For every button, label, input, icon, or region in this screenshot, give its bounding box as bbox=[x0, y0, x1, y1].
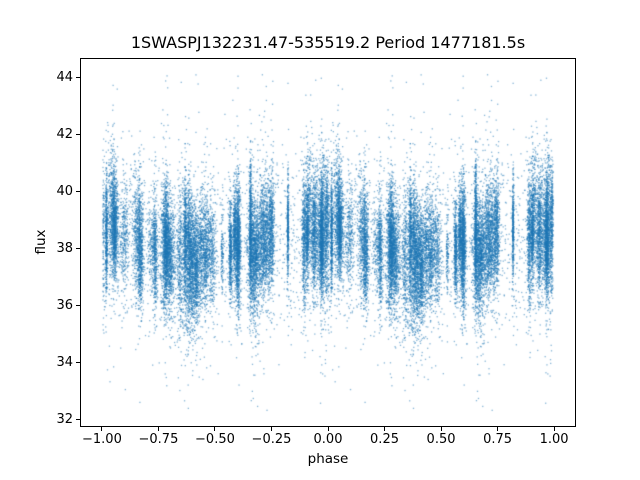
x-tick-mark bbox=[553, 427, 555, 431]
x-tick-mark bbox=[327, 427, 329, 431]
y-tick-mark bbox=[76, 248, 80, 250]
y-tick-mark bbox=[76, 305, 80, 307]
y-tick-mark bbox=[76, 134, 80, 136]
x-tick-mark bbox=[101, 427, 103, 431]
x-tick-mark bbox=[157, 427, 159, 431]
y-tick-label: 36 bbox=[56, 297, 73, 313]
y-tick-mark bbox=[76, 362, 80, 364]
x-tick-label: −0.75 bbox=[138, 432, 179, 447]
x-tick-label: 0.50 bbox=[426, 432, 456, 447]
x-tick-label: −0.25 bbox=[251, 432, 292, 447]
x-tick-label: 0.00 bbox=[313, 432, 343, 447]
x-axis-label: phase bbox=[307, 451, 349, 467]
x-tick-label: −0.50 bbox=[195, 432, 235, 447]
x-tick-mark bbox=[497, 427, 499, 431]
y-tick-mark bbox=[76, 419, 80, 421]
x-tick-label: 0.25 bbox=[370, 432, 399, 447]
y-tick-label: 38 bbox=[56, 240, 73, 256]
x-tick-mark bbox=[214, 427, 216, 431]
y-tick-label: 42 bbox=[56, 126, 73, 142]
y-tick-mark bbox=[76, 191, 80, 193]
x-tick-mark bbox=[270, 427, 272, 431]
y-tick-label: 44 bbox=[56, 69, 73, 85]
x-tick-mark bbox=[440, 427, 442, 431]
plot-area bbox=[80, 58, 576, 427]
x-tick-mark bbox=[384, 427, 386, 431]
y-tick-label: 40 bbox=[56, 183, 73, 199]
chart-title: 1SWASPJ132231.47-535519.2 Period 1477181… bbox=[130, 33, 526, 52]
scatter-points-canvas bbox=[81, 59, 575, 426]
y-tick-label: 32 bbox=[56, 411, 73, 427]
x-tick-label: 0.75 bbox=[483, 432, 513, 447]
x-tick-label: −1.00 bbox=[82, 432, 122, 447]
y-tick-label: 34 bbox=[56, 354, 73, 370]
y-tick-mark bbox=[76, 77, 80, 79]
x-tick-label: 1.00 bbox=[539, 432, 569, 447]
